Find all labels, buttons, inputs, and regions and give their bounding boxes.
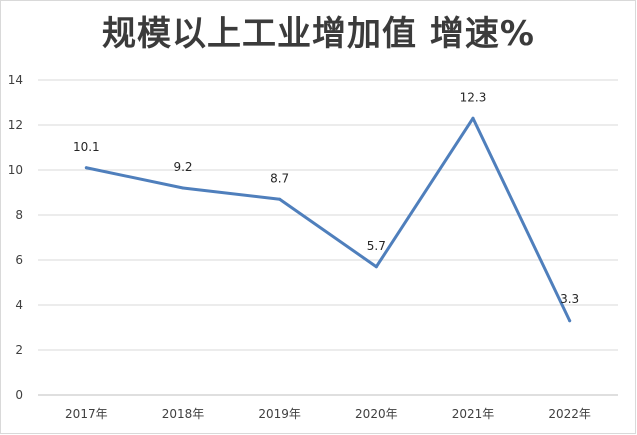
series-line-layer [84, 116, 572, 323]
x-tick-label: 2018年 [162, 407, 205, 421]
x-tick-label: 2021年 [452, 407, 495, 421]
x-tick-label: 2022年 [548, 407, 591, 421]
data-point [374, 265, 378, 269]
y-tick-label: 2 [15, 343, 23, 357]
data-label: 3.3 [560, 292, 579, 306]
data-point [181, 186, 185, 190]
y-tick-label: 0 [15, 388, 23, 402]
data-label: 8.7 [270, 171, 289, 185]
data-labels: 10.1 9.2 8.7 5.7 12.3 3.3 [73, 90, 579, 306]
data-point [471, 116, 475, 120]
y-tick-label: 6 [15, 253, 23, 267]
data-point [278, 197, 282, 201]
data-point [84, 166, 88, 170]
x-tick-label: 2019年 [258, 407, 301, 421]
data-label: 9.2 [173, 160, 192, 174]
x-axis-ticks: 2017年 2018年 2019年 2020年 2021年 2022年 [65, 407, 591, 421]
chart-title: 规模以上工业增加值 增速% [102, 14, 535, 54]
y-tick-label: 14 [8, 73, 23, 87]
y-tick-label: 10 [8, 163, 23, 177]
data-label: 10.1 [73, 140, 100, 154]
x-tick-label: 2017年 [65, 407, 108, 421]
y-tick-label: 4 [15, 298, 23, 312]
data-point [568, 319, 572, 323]
x-tick-label: 2020年 [355, 407, 398, 421]
gridlines [38, 79, 618, 396]
data-label: 5.7 [367, 239, 386, 253]
y-tick-label: 12 [8, 118, 23, 132]
y-axis-ticks: 0 2 4 6 8 10 12 14 [8, 73, 23, 402]
y-tick-label: 8 [15, 208, 23, 222]
series-line [84, 116, 572, 323]
data-label: 12.3 [460, 90, 487, 104]
